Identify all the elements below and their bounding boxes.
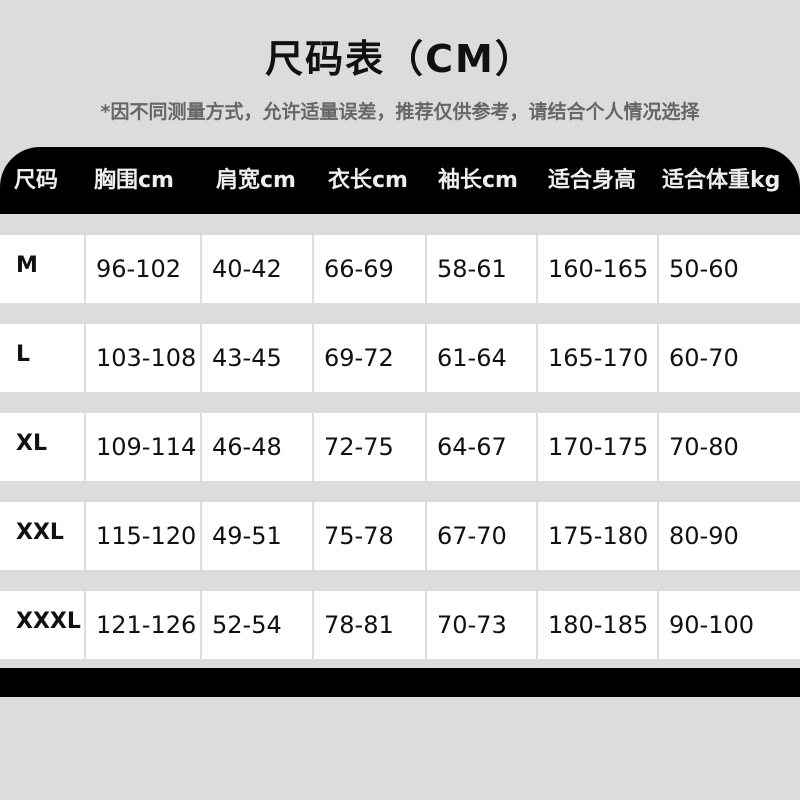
- table-cell: 58-61: [427, 235, 536, 303]
- table-cell: 70-73: [427, 591, 536, 659]
- table-cell: 66-69: [314, 235, 425, 303]
- table-cell: 160-165: [538, 235, 657, 303]
- table-row: L 103-108 43-45 69-72 61-64 165-170 60-70: [0, 324, 800, 392]
- table-cell: 90-100: [659, 591, 800, 659]
- size-label: XXL: [0, 502, 84, 570]
- table-cell: 72-75: [314, 413, 425, 481]
- table-cell: 180-185: [538, 591, 657, 659]
- table-cell: 50-60: [659, 235, 800, 303]
- column-header: 适合身高: [548, 168, 637, 193]
- column-header: 适合体重kg: [662, 168, 781, 193]
- table-row: XXL 115-120 49-51 75-78 67-70 175-180 80-90: [0, 502, 800, 570]
- table-cell: 170-175: [538, 413, 657, 481]
- column-header: 胸围cm: [94, 168, 174, 193]
- table-cell: 115-120: [86, 502, 200, 570]
- page-title: 尺码表（CM）: [265, 37, 535, 81]
- table-cell: 67-70: [427, 502, 536, 570]
- column-header: 衣长cm: [328, 168, 408, 193]
- table-cell: 80-90: [659, 502, 800, 570]
- size-label: M: [0, 235, 84, 303]
- table-cell: 49-51: [202, 502, 312, 570]
- table-cell: 46-48: [202, 413, 312, 481]
- table-cell: 70-80: [659, 413, 800, 481]
- column-header: 袖长cm: [438, 168, 518, 193]
- table-cell: 61-64: [427, 324, 536, 392]
- table-row: M 96-102 40-42 66-69 58-61 160-165 50-60: [0, 235, 800, 303]
- column-header: 肩宽cm: [216, 168, 296, 193]
- table-cell: 75-78: [314, 502, 425, 570]
- table-row: XXXL 121-126 52-54 78-81 70-73 180-185 90-100: [0, 591, 800, 659]
- size-label: XXXL: [0, 591, 84, 659]
- table-cell: 69-72: [314, 324, 425, 392]
- table-cell: 121-126: [86, 591, 200, 659]
- table-row: XL 109-114 46-48 72-75 64-67 170-175 70-80: [0, 413, 800, 481]
- column-header: 尺码: [14, 168, 59, 193]
- table-cell: 96-102: [86, 235, 200, 303]
- table-cell: 64-67: [427, 413, 536, 481]
- measurement-note: *因不同测量方式，允许适量误差，推荐仅供参考，请结合个人情况选择: [100, 101, 700, 123]
- table-cell: 52-54: [202, 591, 312, 659]
- table-cell: 109-114: [86, 413, 200, 481]
- table-cell: 165-170: [538, 324, 657, 392]
- table-cell: 78-81: [314, 591, 425, 659]
- table-cell: 175-180: [538, 502, 657, 570]
- table-cell: 43-45: [202, 324, 312, 392]
- table-cell: 103-108: [86, 324, 200, 392]
- size-label: XL: [0, 413, 84, 481]
- table-header: 尺码 胸围cm 肩宽cm 衣长cm 袖长cm 适合身高 适合体重kg: [0, 147, 800, 214]
- footer-bar: [0, 668, 800, 697]
- size-label: L: [0, 324, 84, 392]
- table-cell: 60-70: [659, 324, 800, 392]
- table-cell: 40-42: [202, 235, 312, 303]
